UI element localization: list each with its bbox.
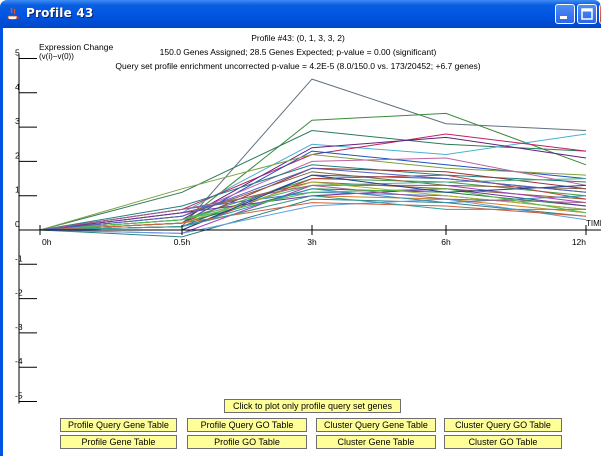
x-axis-label: TIME (586, 219, 601, 228)
gene-profile-line (39, 198, 587, 234)
gene-profile-line (39, 184, 587, 231)
y-tick-label: -2 (15, 288, 23, 298)
y-tick-label: 0 (15, 219, 20, 229)
profile-query-go-table-button[interactable]: Profile Query GO Table (187, 418, 307, 432)
y-tick-label: 2 (15, 150, 20, 160)
cluster-gene-table-button[interactable]: Cluster Gene Table (316, 435, 436, 449)
x-tick-label: 0.5h (174, 237, 191, 247)
gene-profile-line (39, 198, 587, 238)
minimize-icon (560, 16, 567, 19)
gene-profile-line (39, 153, 587, 231)
chart-title-line1: Profile #43: (0, 1, 3, 3, 2) (251, 33, 345, 43)
chart-title-line2: 150.0 Genes Assigned; 28.5 Genes Expecte… (160, 47, 437, 57)
profile-query-gene-table-button[interactable]: Profile Query Gene Table (60, 418, 177, 432)
plot-query-genes-button[interactable]: Click to plot only profile query set gen… (224, 399, 401, 413)
y-tick-label: 3 (15, 116, 20, 126)
gene-profile-line (39, 195, 586, 231)
gene-profile-line (39, 167, 587, 231)
close-button[interactable] (599, 4, 601, 24)
x-tick-label: 3h (307, 237, 317, 247)
y-tick-label: -3 (15, 322, 23, 332)
y-tick-label: 5 (15, 48, 20, 58)
y-axis-sublabel: (v(i)−v(0)) (39, 52, 74, 61)
y-tick-label: -1 (15, 253, 23, 263)
profile-plot-area: Profile #43: (0, 1, 3, 3, 2) 150.0 Genes… (3, 28, 601, 456)
title-bar[interactable]: Profile 43 (0, 0, 601, 28)
profile-chart: Profile #43: (0, 1, 3, 3, 2) 150.0 Genes… (15, 33, 601, 404)
maximize-button[interactable] (577, 4, 597, 24)
cluster-query-go-table-button[interactable]: Cluster Query GO Table (444, 418, 562, 432)
gene-profile-line (39, 188, 587, 231)
y-tick-label: -5 (15, 391, 23, 401)
profile-gene-table-button[interactable]: Profile Gene Table (60, 435, 177, 449)
maximize-icon (581, 8, 593, 20)
window-title: Profile 43 (26, 6, 94, 20)
x-tick-label: 6h (441, 237, 451, 247)
chart-title-line3: Query set profile enrichment uncorrected… (115, 61, 480, 71)
x-tick-label: 0h (42, 237, 52, 247)
java-app-icon (7, 7, 19, 20)
gene-profile-line (39, 129, 587, 231)
cluster-go-table-button[interactable]: Cluster GO Table (444, 435, 562, 449)
x-tick-label: 12h (572, 237, 586, 247)
y-tick-label: 4 (15, 82, 20, 92)
minimize-button[interactable] (555, 4, 575, 24)
y-axis-label: Expression Change (39, 42, 113, 52)
y-tick-label: -4 (15, 356, 23, 366)
y-tick-label: 1 (15, 185, 20, 195)
window-frame-left (0, 28, 3, 456)
profile-go-table-button[interactable]: Profile GO Table (187, 435, 307, 449)
cluster-query-gene-table-button[interactable]: Cluster Query Gene Table (316, 418, 436, 432)
